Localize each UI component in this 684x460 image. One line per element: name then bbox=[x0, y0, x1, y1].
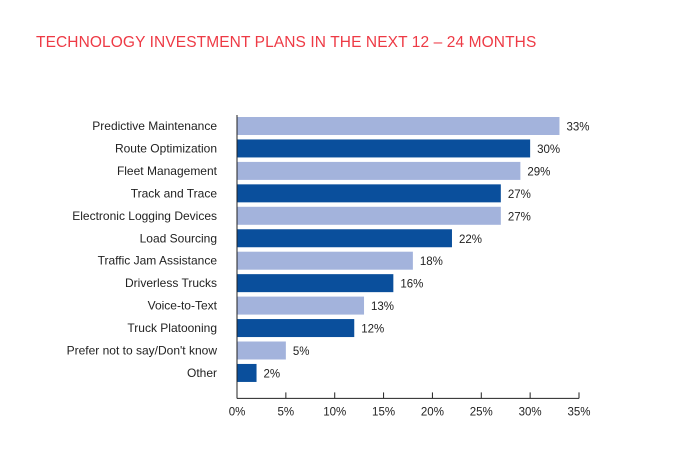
x-tick-label: 0% bbox=[229, 406, 246, 418]
value-labels-group: 33% 30% 29% 27% 27% 22% 18% 16% 13% 12% 5% 2% bbox=[264, 122, 590, 381]
x-tick-label: 5% bbox=[278, 406, 295, 418]
bar bbox=[237, 206, 501, 225]
x-tick-label: 25% bbox=[470, 406, 493, 418]
category-label: Electronic Logging Devices bbox=[72, 209, 217, 223]
value-label: 33% bbox=[566, 122, 589, 134]
value-label: 29% bbox=[527, 166, 550, 178]
bar bbox=[237, 296, 365, 315]
value-label: 27% bbox=[508, 211, 531, 223]
bar bbox=[237, 319, 355, 338]
bar bbox=[237, 341, 286, 360]
x-axis-group: 0% 5% 10% 15% 20% 25% 30% 35% bbox=[229, 115, 591, 418]
value-label: 13% bbox=[371, 301, 394, 313]
bar bbox=[237, 117, 560, 135]
bars-group bbox=[237, 117, 560, 382]
category-label: Track and Trace bbox=[131, 186, 218, 200]
category-label: Other bbox=[187, 366, 217, 380]
x-tick-label: 10% bbox=[323, 406, 346, 418]
value-label: 27% bbox=[508, 189, 531, 201]
value-label: 22% bbox=[459, 234, 482, 246]
bar bbox=[237, 184, 501, 203]
bar bbox=[237, 139, 531, 158]
category-label: Traffic Jam Assistance bbox=[98, 254, 218, 268]
value-label: 16% bbox=[400, 279, 423, 291]
value-label: 2% bbox=[264, 368, 281, 380]
value-label: 5% bbox=[293, 346, 310, 358]
category-label: Predictive Maintenance bbox=[92, 119, 217, 133]
x-tick-label: 15% bbox=[372, 406, 395, 418]
x-tick-label: 30% bbox=[519, 406, 542, 418]
bar bbox=[237, 363, 257, 382]
category-label: Prefer not to say/Don't know bbox=[67, 344, 218, 358]
value-label: 18% bbox=[420, 256, 443, 268]
category-label: Fleet Management bbox=[117, 164, 218, 178]
x-tick-label: 35% bbox=[567, 406, 590, 418]
category-label: Driverless Trucks bbox=[125, 276, 217, 290]
category-label: Truck Platooning bbox=[127, 321, 217, 335]
category-label: Voice-to-Text bbox=[148, 299, 218, 313]
category-label: Load Sourcing bbox=[140, 231, 217, 245]
bar bbox=[237, 229, 452, 248]
bar bbox=[237, 161, 521, 180]
chart-title: TECHNOLOGY INVESTMENT PLANS IN THE NEXT … bbox=[36, 34, 537, 51]
category-label: Route Optimization bbox=[115, 141, 217, 155]
value-label: 30% bbox=[537, 144, 560, 156]
category-labels-group: Predictive Maintenance Route Optimization… bbox=[67, 119, 218, 380]
x-tick-label: 20% bbox=[421, 406, 444, 418]
value-label: 12% bbox=[361, 324, 384, 336]
bar bbox=[237, 251, 413, 270]
bar bbox=[237, 274, 394, 293]
